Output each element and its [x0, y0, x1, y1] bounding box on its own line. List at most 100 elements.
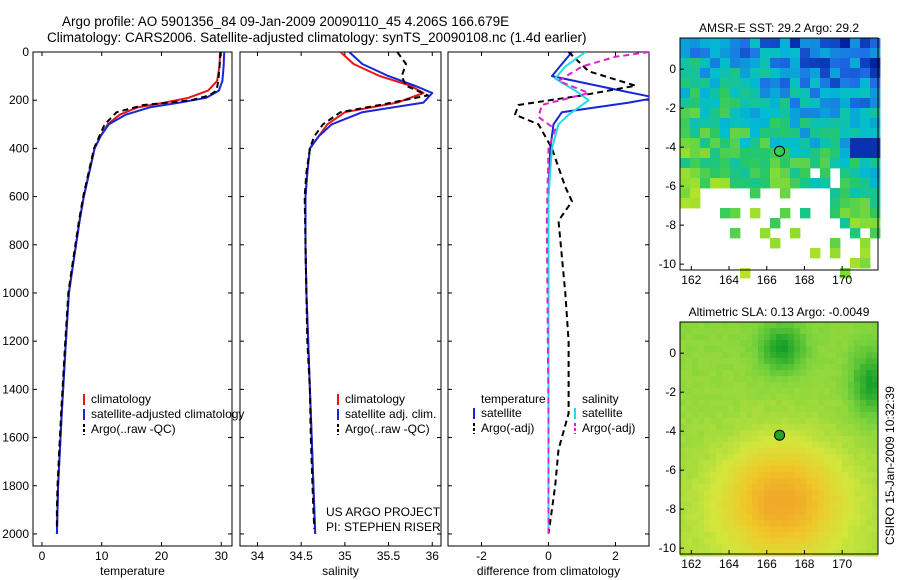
sla_map-cell — [788, 340, 795, 347]
sla_map-cell — [866, 508, 873, 515]
sla_map-cell — [872, 448, 879, 455]
sla_map-cell — [728, 334, 735, 341]
sla_map-cell — [812, 400, 819, 407]
sst_map-cells — [680, 38, 881, 279]
difference-series-argo-adj-salinity- — [537, 52, 649, 534]
sla_map-cell — [740, 328, 747, 335]
sst_map-cell — [780, 128, 791, 139]
sst_map-cell — [860, 58, 871, 69]
sla_map-cell — [722, 346, 729, 353]
sla_map-cell — [740, 478, 747, 485]
sla_map-cell — [734, 478, 741, 485]
sst_map-cell — [700, 58, 711, 69]
sla_map-cell — [746, 508, 753, 515]
sla_map-cell — [716, 466, 723, 473]
sla_map-cell — [782, 448, 789, 455]
sla_map-cell — [824, 448, 831, 455]
sla_map-cell — [848, 388, 855, 395]
sst_map-cell — [780, 148, 791, 159]
sla_map-cell — [716, 340, 723, 347]
sla_map-cell — [842, 544, 849, 551]
sst_map-cell — [810, 248, 821, 259]
sla_map-cell — [806, 472, 813, 479]
sla_map-cell — [692, 460, 699, 467]
sla_map-cell — [680, 418, 687, 425]
sla_map-cell — [740, 334, 747, 341]
sla_map-cell — [728, 370, 735, 377]
sla_map-cell — [824, 412, 831, 419]
sla_map-cell — [776, 370, 783, 377]
sla_map-cell — [734, 460, 741, 467]
sla_map-cell — [758, 496, 765, 503]
sla_map-cell — [830, 550, 837, 557]
project-annotation: US ARGO PROJECT — [326, 505, 441, 519]
sla_map-cell — [854, 424, 861, 431]
sst_map-cell — [840, 68, 851, 79]
sla_map-argo-marker — [774, 429, 786, 441]
sst_map-cell — [720, 68, 731, 79]
sla_map-cell — [710, 364, 717, 371]
sla_map-cell — [776, 334, 783, 341]
sla_map-cell — [848, 490, 855, 497]
sst_map-cell — [810, 68, 821, 79]
sst_map-cell — [800, 58, 811, 69]
sla_map-cell — [722, 340, 729, 347]
sla_map-cell — [812, 448, 819, 455]
sla_map-cell — [866, 544, 873, 551]
salinity-xlabel: salinity — [322, 564, 359, 578]
sla_map-cell — [842, 370, 849, 377]
sla_map-cell — [830, 382, 837, 389]
sst_map-cell — [870, 98, 881, 109]
sst_map-cell — [790, 48, 801, 59]
sst_map-cell — [740, 118, 751, 129]
sla_map-cell — [812, 340, 819, 347]
sst_map-cell — [820, 68, 831, 79]
sst_map-cell — [810, 178, 821, 189]
sla_map-cell — [734, 334, 741, 341]
sla_map-cell — [740, 412, 747, 419]
sla_map-cell — [722, 328, 729, 335]
sla_map-cell — [764, 430, 771, 437]
sla_map-cell — [764, 322, 771, 329]
sla_map-cell — [770, 550, 777, 557]
sla_map-cell — [728, 376, 735, 383]
sla_map-cell — [830, 478, 837, 485]
sla_map-cell — [848, 364, 855, 371]
sla_map-cell — [800, 364, 807, 371]
sla_map-cell — [686, 358, 693, 365]
sla_map-cell — [842, 436, 849, 443]
sla_map-cell — [788, 364, 795, 371]
sst_map-cell — [810, 138, 821, 149]
sla_map-cell — [836, 370, 843, 377]
sla_map-cell — [728, 448, 735, 455]
sst_map-cell — [860, 158, 871, 169]
sla_map-cell — [842, 442, 849, 449]
sla_map-cell — [866, 442, 873, 449]
sst_map-cell — [750, 158, 761, 169]
sla_map-cell — [698, 448, 705, 455]
sla_map-cell — [860, 322, 867, 329]
sla_map-cell — [710, 418, 717, 425]
sst_map-cell — [790, 78, 801, 89]
sst_map-cell — [730, 118, 741, 129]
depth-tick-label: 1400 — [2, 382, 29, 396]
sst_map-cell — [700, 118, 711, 129]
sla_map-cell — [854, 430, 861, 437]
sla_map-cell — [788, 442, 795, 449]
sst_map-cell — [850, 168, 861, 179]
sst_map-cell — [730, 88, 741, 99]
sst_map-cell — [690, 48, 701, 59]
sla_map-cell — [704, 358, 711, 365]
sst_map-cell — [850, 258, 861, 269]
sla_map-cell — [830, 436, 837, 443]
sst_map-cell — [850, 148, 861, 159]
sla_map-cell — [704, 400, 711, 407]
sst_map-cell — [810, 148, 821, 159]
sla_map-cell — [782, 382, 789, 389]
sla_map-cell — [800, 442, 807, 449]
sla_map-cell — [698, 382, 705, 389]
sla_map-cell — [812, 430, 819, 437]
sla_map-cell — [782, 412, 789, 419]
sst_map-cell — [820, 128, 831, 139]
sla_map-cell — [692, 334, 699, 341]
